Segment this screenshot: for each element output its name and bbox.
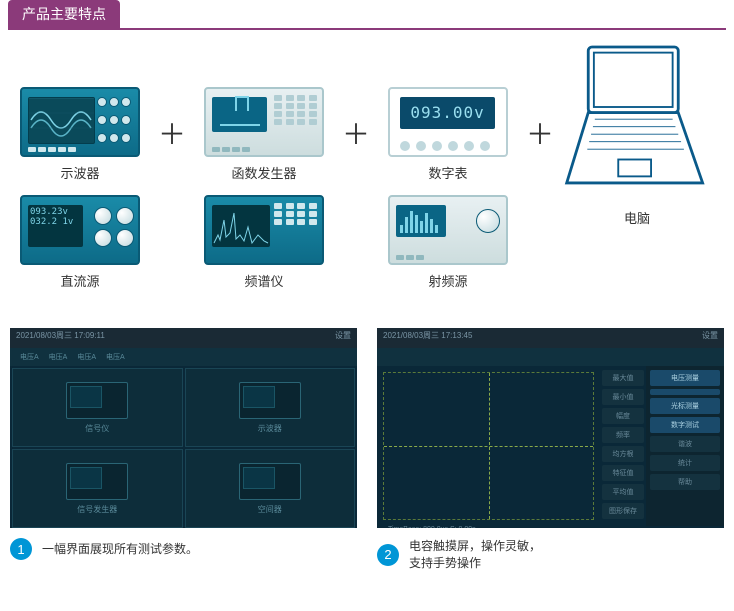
screenshot-2: 2021/08/03周三 17:13:45 设置 TimeBase: 800.0…: [377, 328, 724, 572]
shot2-bottom-text: TimeBase: 800.0us S: 0.00s: [388, 526, 476, 528]
funcgen-icon: [204, 87, 324, 157]
section-header-tab: 产品主要特点: [8, 0, 120, 28]
cell-label: 信号仪: [85, 423, 109, 434]
shot2-menu: 设置: [702, 330, 718, 346]
spectrum-label: 频谱仪: [245, 271, 284, 290]
psu-line2: 032.2 1v: [30, 217, 81, 227]
funcgen-label: 函数发生器: [232, 163, 297, 182]
toolbar-item: 电压A: [77, 352, 96, 362]
psu-line1: 093.23v: [30, 207, 81, 217]
section-header-line: [8, 28, 726, 30]
oscilloscope-label: 示波器: [60, 163, 99, 182]
side-item: 幅度: [602, 408, 644, 424]
plus-icon: ＋: [526, 90, 554, 180]
instrument-dmm: 093.00v 数字表: [378, 87, 518, 182]
screenshots-section: 2021/08/03周三 17:09:11 设置 电压A 电压A 电压A 电压A…: [0, 298, 734, 582]
instrument-spectrum: 频谱仪: [194, 195, 334, 290]
side-item: 频率: [602, 427, 644, 443]
caption-text-2: 电容触摸屏，操作灵敏， 支持手势操作: [409, 538, 541, 572]
caption-text-1: 一幅界面展现所有测试参数。: [42, 541, 198, 558]
instrument-laptop: 电脑: [562, 42, 712, 227]
caption-num-2: 2: [377, 544, 399, 566]
instrument-funcgen: 函数发生器: [194, 87, 334, 182]
shot1-cell: 空间器: [185, 449, 356, 528]
caption-num-1: 1: [10, 538, 32, 560]
rfsource-label: 射频源: [429, 271, 468, 290]
rfsource-icon: [388, 195, 508, 265]
cell-label: 空间器: [258, 504, 282, 515]
shot1-menu: 设置: [335, 330, 351, 346]
shot2-timestamp: 2021/08/03周三 17:13:45: [383, 330, 472, 346]
side-btn: 光标测量: [650, 398, 720, 414]
toolbar-item: 电压A: [20, 352, 39, 362]
side-item: 最大值: [602, 370, 644, 386]
oscilloscope-icon: [20, 87, 140, 157]
laptop-icon: [562, 42, 712, 202]
shot2-dark-side: 最大值 最小值 幅度 频率 均方根 特征值 平均值 图形保存: [600, 366, 646, 526]
side-item: 均方根: [602, 446, 644, 462]
laptop-label: 电脑: [624, 208, 650, 227]
toolbar-item: 电压A: [49, 352, 68, 362]
spectrum-icon: [204, 195, 324, 265]
dmm-label: 数字表: [429, 163, 468, 182]
shot1-cell: 示波器: [185, 368, 356, 447]
side-btn: 数字测试: [650, 417, 720, 433]
side-item: 平均值: [602, 484, 644, 500]
side-btn: 帮助: [650, 474, 720, 490]
instruments-section: 示波器 ＋ 函数发生器 ＋: [0, 42, 734, 290]
toolbar-item: 电压A: [106, 352, 125, 362]
screenshot-1: 2021/08/03周三 17:09:11 设置 电压A 电压A 电压A 电压A…: [10, 328, 357, 572]
side-item: 图形保存: [602, 503, 644, 519]
cell-label: 信号发生器: [77, 504, 117, 515]
psu-label: 直流源: [60, 271, 99, 290]
plus-icon: ＋: [158, 90, 186, 180]
instrument-psu: 093.23v 032.2 1v 直流源: [10, 195, 150, 290]
shot2-blue-side: 电压测量 光标测量 数字测试 谐波 统计 帮助: [646, 366, 724, 526]
cell-label: 示波器: [258, 423, 282, 434]
side-btn: 电压测量: [650, 370, 720, 386]
shot2-canvas: TimeBase: 800.0us S: 0.00s: [383, 372, 594, 520]
plus-icon: ＋: [342, 90, 370, 180]
psu-icon: 093.23v 032.2 1v: [20, 195, 140, 265]
side-btn: [650, 389, 720, 395]
side-btn: 谐波: [650, 436, 720, 452]
dmm-display: 093.00v: [400, 97, 495, 129]
instrument-oscilloscope: 示波器: [10, 87, 150, 182]
shot1-cell: 信号仪: [12, 368, 183, 447]
caption-2: 2 电容触摸屏，操作灵敏， 支持手势操作: [377, 538, 724, 572]
shot1-timestamp: 2021/08/03周三 17:09:11: [16, 330, 105, 346]
caption-1: 1 一幅界面展现所有测试参数。: [10, 538, 357, 560]
instrument-rfsource: 射频源: [378, 195, 518, 290]
side-item: 最小值: [602, 389, 644, 405]
side-item: 特征值: [602, 465, 644, 481]
shot1-cell: 信号发生器: [12, 449, 183, 528]
dmm-icon: 093.00v: [388, 87, 508, 157]
side-btn: 统计: [650, 455, 720, 471]
